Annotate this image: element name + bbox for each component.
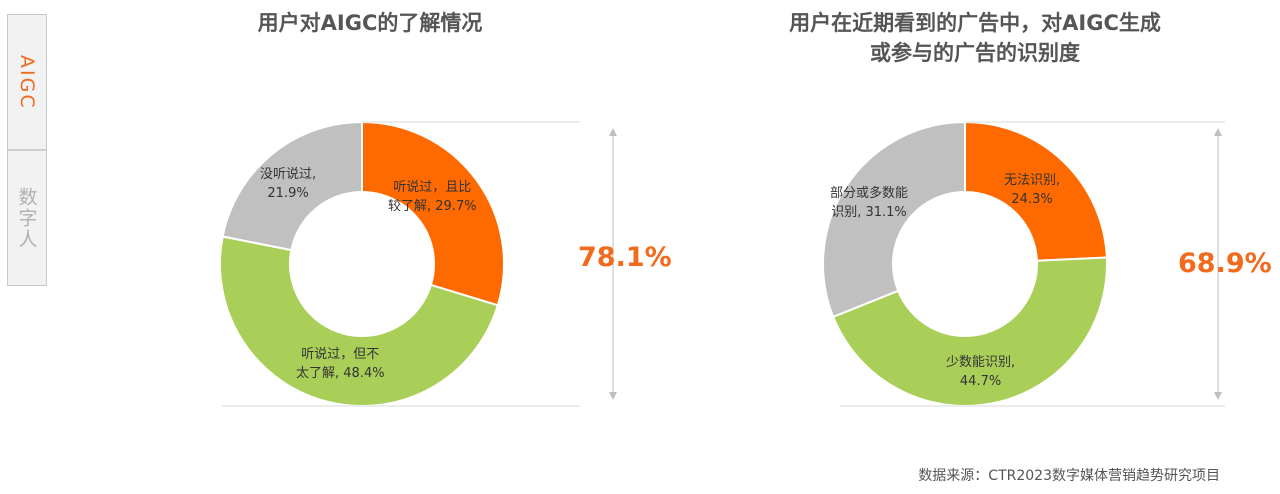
chart2-bracket-arrow-down (1214, 392, 1222, 400)
chart1-slice-label-understand-line2: 较了解, 29.7% (388, 199, 477, 214)
chart1-slice-label-understand: 听说过，且比 较了解, 29.7% (388, 178, 477, 216)
chart2-slice-label-some-line1: 部分或多数能 (830, 186, 909, 201)
chart2-slice-3 (822, 120, 966, 319)
chart1-slice-3 (221, 120, 363, 252)
side-tab-digital-human[interactable]: 数字人 (15, 186, 38, 250)
chart1-title: 用户对AIGC的了解情况 (257, 11, 483, 35)
side-tab-aigc[interactable]: AIGC (16, 54, 38, 110)
chart2-slice-label-cannot-line2: 24.3% (1011, 192, 1053, 207)
chart2-slice-label-few: 少数能识别, 44.7% (946, 353, 1015, 391)
chart2-title: 用户在近期看到的广告中，对AIGC生成 或参与的广告的识别度 (740, 8, 1210, 68)
chart2-slice-label-few-line2: 44.7% (959, 374, 1002, 389)
chart1-slice-label-never-heard-line1: 没听说过, (260, 167, 317, 182)
chart1-slice-label-understand-line1: 听说过，且比 (393, 180, 472, 195)
side-tab-bar: AIGC 数字人 (7, 14, 47, 286)
chart1-bracket-value: 78.1% (578, 242, 672, 273)
chart1-slice-1 (361, 120, 505, 307)
chart2-bracket-value: 68.9% (1178, 248, 1272, 279)
chart1-bracket-arrow-up (609, 128, 617, 136)
chart1-slice-label-not-much-line1: 听说过，但不 (301, 347, 380, 362)
side-tab-divider (8, 149, 46, 151)
chart2-slice-label-cannot-line1: 无法识别, (1004, 173, 1061, 188)
chart1-slice-label-never-heard-line2: 21.9% (267, 186, 309, 201)
chart1-slice-2 (219, 235, 500, 407)
chart2-slice-1 (964, 120, 1108, 262)
chart1-slice-label-not-much-line2: 太了解, 48.4% (296, 366, 385, 381)
chart2-title-line2: 或参与的广告的识别度 (870, 41, 1080, 65)
chart2-bracket-arrow-up (1214, 128, 1222, 136)
chart2-slice-label-some: 部分或多数能 识别, 31.1% (830, 184, 908, 222)
chart2-title-line1: 用户在近期看到的广告中，对AIGC生成 (789, 11, 1161, 35)
source-note: 数据来源：CTR2023数字媒体营销趋势研究项目 (918, 468, 1220, 484)
chart1-slice-label-not-much: 听说过，但不 太了解, 48.4% (296, 345, 385, 383)
chart2-slice-label-some-line2: 识别, 31.1% (831, 205, 907, 220)
chart1-slice-label-never-heard: 没听说过, 21.9% (260, 165, 316, 203)
chart1-bracket-arrow-down (609, 392, 617, 400)
chart2-slice-label-few-line1: 少数能识别, (946, 355, 1016, 370)
chart2-slice-label-cannot: 无法识别, 24.3% (1004, 171, 1060, 209)
chart2-slice-2 (831, 256, 1108, 407)
